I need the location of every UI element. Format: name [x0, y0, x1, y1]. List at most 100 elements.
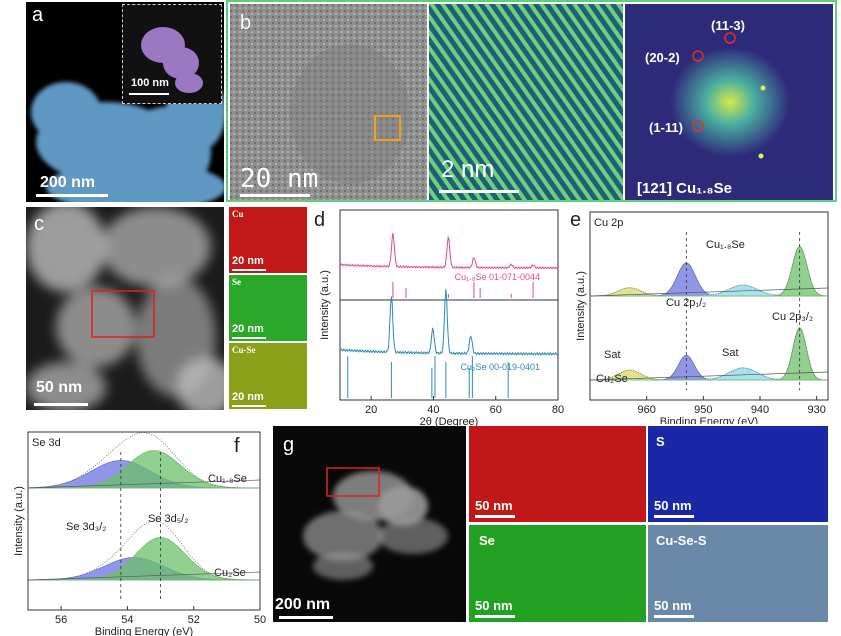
panel-c-map-cu-label: Cu	[232, 209, 244, 219]
panel-e-annotation-3: Sat	[604, 349, 621, 361]
panel-g-map-s: S 50 nm	[648, 426, 828, 522]
fft-label-1-11: (1-11)	[649, 120, 683, 135]
panel-f-annotation-3: Se 3d₅/₂	[148, 513, 189, 525]
panel-g-map-1-scale: 50 nm	[475, 498, 513, 513]
fft-spot-11-3	[724, 32, 736, 44]
panel-g-map-cuses: Cu-Se-S 50 nm	[648, 525, 828, 622]
panel-c: c 50 nm	[26, 207, 224, 410]
panel-c-map-cuse: Cu-Se 20 nm	[229, 343, 307, 409]
fft-spot-20-2	[692, 50, 704, 62]
panel-e-plot-frame	[589, 211, 829, 401]
panel-d-series-1	[339, 289, 559, 356]
panel-e-annotation-5: Cu₂Se	[596, 373, 628, 385]
panel-b-fft-image	[670, 32, 790, 159]
panel-e-xtick-label-1: 950	[694, 404, 712, 416]
panel-b-label: b	[240, 12, 252, 34]
panel-b-lattice-image	[429, 4, 623, 200]
panel-a-inset: 100 nm	[122, 4, 222, 104]
panel-f-xtick-label-0: 56	[55, 614, 67, 626]
panel-c-map-cu: Cu 20 nm	[229, 207, 307, 273]
panel-f-annotation-2: Se 3d₃/₂	[66, 521, 107, 533]
panel-c-map-se-label: Se	[232, 277, 241, 287]
panel-f-xtick-label-1: 54	[121, 614, 133, 626]
panel-g-scalebar	[279, 616, 333, 619]
panel-g-map-s-scale: 50 nm	[654, 498, 692, 513]
panel-e-label: e	[570, 209, 581, 231]
panel-b-hrtem-image	[230, 4, 427, 200]
panel-d-xtick-label-1: 40	[427, 404, 439, 416]
panel-f-chart: 56 54 52 50 Binding Energy (eV) Intensity (a.…	[13, 431, 266, 636]
panel-b-scalebar	[240, 194, 310, 197]
panel-b-lattice-scalebar	[439, 190, 519, 193]
panel-e-annotation-0: Cu₁.₈Se	[706, 239, 745, 251]
panel-d-xtick-label-0: 20	[365, 404, 377, 416]
panel-d-ref-label-1: Cu₂Se 00-019-0401	[460, 362, 540, 372]
panel-e-xtick-label-3: 930	[807, 404, 825, 416]
panel-f-annotation-0: Cu₁.₈Se	[208, 473, 247, 485]
panel-e-series-0-envelope	[590, 246, 829, 297]
panel-g-map-se-label: Se	[479, 533, 495, 548]
panel-a: a 100 nm 200 nm	[26, 2, 224, 202]
fft-label-20-2: (20-2)	[645, 50, 680, 65]
panel-a-inset-image	[141, 27, 203, 93]
panel-g-map-se-scalebar	[475, 615, 515, 618]
panel-c-scalebar-text: 50 nm	[36, 379, 83, 396]
panel-d-chart: d 20 40 60 80 2θ (Degree) Intensity (a.u.) Cu₁.…	[314, 209, 564, 426]
panel-e-xtick-label-0: 960	[637, 404, 655, 416]
panel-g-map-1-scalebar	[475, 515, 515, 518]
panel-b-scalebar-text: 20 nm	[240, 164, 319, 194]
panel-g-map-cuses-scale: 50 nm	[654, 598, 692, 613]
panel-f-xtick-label-3: 50	[254, 614, 266, 626]
panel-f-series-1-envelope	[28, 520, 260, 581]
panel-b-lattice: 2 nm	[429, 4, 623, 200]
panel-c-scalebar	[34, 403, 88, 406]
panel-a-inset-scalebar-text: 100 nm	[131, 77, 169, 89]
panel-d-plot-frame	[339, 209, 559, 401]
panel-f-xtick-label-2: 52	[188, 614, 200, 626]
panel-d-xtick-label-2: 60	[490, 404, 502, 416]
panel-b-hrtem: b 20 nm	[230, 4, 427, 200]
panel-d-ref-label-0: Cu₁.₈Se 01-071-0044	[455, 272, 540, 282]
panel-d-xlabel: 2θ (Degree)	[420, 416, 479, 426]
panel-d-xtick-label-3: 80	[552, 404, 564, 416]
fft-label-11-3: (11-3)	[711, 18, 745, 33]
panel-c-image	[26, 207, 224, 410]
fft-zone-axis-label: [121] Cu₁.₈Se	[637, 180, 732, 197]
panel-a-inset-scalebar	[129, 93, 169, 95]
panel-f-series-1-baseline	[27, 571, 261, 581]
panel-e-xtick-label-2: 940	[751, 404, 769, 416]
panel-d-ylabel: Intensity (a.u.)	[319, 270, 331, 340]
panel-g: g 200 nm	[273, 426, 466, 622]
panel-g-map-s-label: S	[656, 434, 665, 449]
panel-g-map-cuses-scalebar	[654, 615, 694, 618]
panel-a-scalebar-text: 200 nm	[40, 174, 96, 191]
panel-e-series-0-baseline	[589, 287, 829, 297]
panel-c-map-cuse-scale: 20 nm	[232, 391, 264, 403]
panel-c-map-se-scale: 20 nm	[232, 323, 264, 335]
panel-b: b 20 nm 2 nm (11-3) (20-2) (	[226, 0, 837, 202]
panel-g-scalebar-text: 200 nm	[275, 596, 331, 613]
panel-f-annotation-1: Cu₂Se	[214, 567, 246, 579]
panel-f-title: Se 3d	[32, 437, 61, 449]
panel-e-ylabel: Intensity (a.u.)	[575, 271, 587, 341]
panel-e-xlabel: Binding Energy (eV)	[660, 416, 758, 424]
panel-d-series-0	[339, 232, 559, 270]
panel-e-annotation-2: Cu 2p₃/₂	[772, 311, 813, 323]
panel-d-label: d	[314, 209, 325, 231]
panel-c-label: c	[34, 213, 44, 235]
panel-c-map-cu-scalebar	[232, 269, 266, 271]
panel-b-roi-box	[374, 115, 401, 141]
panel-a-scalebar	[36, 194, 108, 197]
panel-c-map-cuse-scalebar	[232, 405, 266, 407]
panel-e-annotation-4: Sat	[722, 347, 739, 359]
panel-e-series-1-baseline	[589, 371, 829, 381]
panel-f-label: f	[234, 435, 240, 457]
fft-spot-1-11	[692, 120, 704, 132]
panel-e-annotation-1: Cu 2p₁/₂	[666, 297, 706, 309]
panel-g-label: g	[283, 434, 295, 456]
panel-g-image	[303, 467, 448, 580]
panel-c-map-cu-scale: 20 nm	[232, 255, 264, 267]
panel-g-map-1: 50 nm	[469, 426, 646, 522]
panel-c-map-cuse-label: Cu-Se	[232, 345, 256, 355]
panel-g-map-cuses-label: Cu-Se-S	[656, 533, 707, 548]
